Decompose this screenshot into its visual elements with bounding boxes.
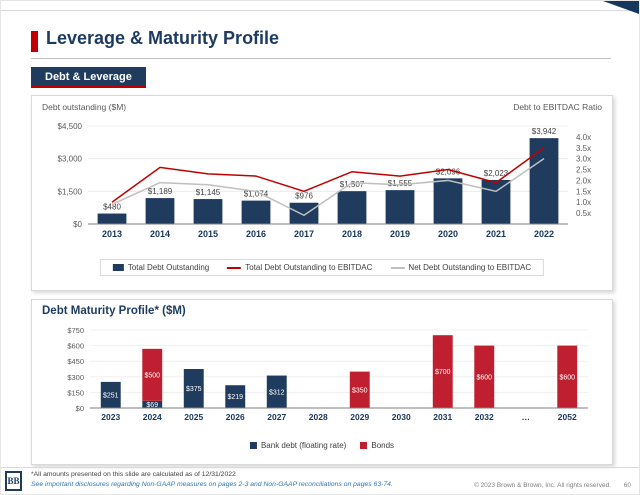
svg-text:$219: $219 [227, 394, 243, 401]
net-ratio-swatch [390, 266, 405, 269]
svg-text:0.5x: 0.5x [576, 209, 591, 218]
svg-text:2032: 2032 [475, 412, 494, 422]
svg-text:2031: 2031 [433, 412, 452, 422]
svg-text:$0: $0 [76, 404, 84, 413]
svg-text:2013: 2013 [102, 229, 122, 239]
svg-text:3.0x: 3.0x [576, 155, 591, 164]
top-divider [1, 10, 639, 11]
svg-text:$300: $300 [67, 373, 84, 382]
svg-text:2026: 2026 [226, 412, 245, 422]
page-number: 60 [623, 482, 631, 489]
svg-text:2028: 2028 [309, 412, 328, 422]
svg-text:2015: 2015 [198, 229, 218, 239]
svg-text:$350: $350 [352, 387, 368, 394]
page-title: Leverage & Maturity Profile [46, 28, 280, 48]
svg-text:$1,145: $1,145 [196, 188, 221, 197]
svg-text:2052: 2052 [558, 412, 577, 422]
legend-item-bank-debt: Bank debt (floating rate) [249, 441, 347, 450]
legend-label: Bonds [371, 441, 395, 450]
total-ratio-swatch [227, 266, 242, 269]
svg-text:$3,000: $3,000 [58, 155, 83, 164]
footer-divider [1, 467, 639, 468]
svg-text:$375: $375 [186, 386, 202, 393]
section-badge-debt-leverage: Debt & Leverage [31, 67, 146, 88]
footnote-non-gaap-disclosure: See important disclosures regarding Non-… [31, 481, 393, 488]
legend-label: Total Debt Outstanding [127, 263, 210, 272]
svg-text:2014: 2014 [150, 229, 170, 239]
svg-text:2023: 2023 [101, 412, 120, 422]
svg-text:$976: $976 [295, 192, 313, 201]
left-axis-caption: Debt outstanding ($M) [42, 102, 127, 112]
brown-brown-logo: BB [5, 471, 22, 491]
svg-text:$600: $600 [476, 374, 492, 381]
footnote-calculated-as-of: *All amounts presented on this slide are… [31, 471, 236, 478]
title-underline [31, 58, 611, 59]
svg-text:2016: 2016 [246, 229, 266, 239]
svg-text:2019: 2019 [390, 229, 410, 239]
svg-text:2.5x: 2.5x [576, 166, 591, 175]
svg-text:$750: $750 [67, 326, 84, 335]
title-accent-bar [31, 31, 38, 52]
svg-text:4.0x: 4.0x [576, 133, 591, 142]
svg-text:$2,096: $2,096 [436, 167, 461, 176]
svg-text:$600: $600 [559, 374, 575, 381]
svg-text:2022: 2022 [534, 229, 554, 239]
debt-maturity-legend: Bank debt (floating rate) Bonds [249, 441, 394, 450]
bonds-swatch [360, 442, 368, 449]
copyright-text: © 2023 Brown & Brown, Inc. All rights re… [473, 482, 611, 489]
total-debt-swatch [112, 264, 124, 271]
debt-maturity-chart-panel: Debt Maturity Profile* ($M) $750 $600 $450… [31, 299, 613, 465]
svg-text:$1,507: $1,507 [340, 180, 365, 189]
svg-text:1.0x: 1.0x [576, 198, 591, 207]
legend-item-bonds: Bonds [360, 441, 394, 450]
svg-text:$251: $251 [103, 392, 119, 399]
svg-text:2021: 2021 [486, 229, 506, 239]
svg-text:1.5x: 1.5x [576, 187, 591, 196]
svg-text:$312: $312 [269, 389, 285, 396]
svg-text:2017: 2017 [294, 229, 314, 239]
svg-text:3.5x: 3.5x [576, 144, 591, 153]
debt-leverage-chart-panel: Debt outstanding ($M) Debt to EBITDAC Ra… [31, 95, 613, 291]
bank-debt-swatch [249, 442, 257, 449]
debt-leverage-chart: $4,500 $3,000 $1,500 $0 4.0x 3.5x 3.0x 2.5x2.0x… [58, 122, 592, 239]
svg-text:$2,023: $2,023 [484, 169, 509, 178]
svg-text:$3,942: $3,942 [532, 127, 557, 136]
legend-label: Bank debt (floating rate) [260, 441, 347, 450]
svg-text:…: … [522, 412, 531, 422]
svg-text:$4,500: $4,500 [58, 122, 83, 131]
svg-text:$700: $700 [435, 369, 451, 376]
svg-text:$150: $150 [67, 388, 84, 397]
svg-text:$1,189: $1,189 [148, 187, 173, 196]
corner-decoration [603, 1, 639, 14]
svg-text:$500: $500 [144, 372, 160, 379]
legend-label: Net Debt Outstanding to EBITDAC [408, 263, 532, 272]
svg-text:2024: 2024 [143, 412, 162, 422]
debt-maturity-chart: $750 $600 $450 $300 $150 $0 $251 2023 $69 $500 202… [67, 326, 588, 422]
svg-text:2029: 2029 [350, 412, 369, 422]
svg-text:$1,074: $1,074 [244, 190, 269, 199]
svg-text:$69: $69 [146, 402, 158, 409]
legend-item-total-ratio: Total Debt Outstanding to EBITDAC [227, 263, 372, 272]
legend-item-net-ratio: Net Debt Outstanding to EBITDAC [390, 263, 531, 272]
svg-text:$600: $600 [67, 342, 84, 351]
svg-text:$0: $0 [73, 220, 82, 229]
right-axis-caption: Debt to EBITDAC Ratio [513, 102, 602, 112]
svg-text:$1,555: $1,555 [388, 179, 413, 188]
debt-leverage-legend: Total Debt Outstanding Total Debt Outsta… [99, 259, 545, 276]
svg-text:2030: 2030 [392, 412, 411, 422]
svg-text:2027: 2027 [267, 412, 286, 422]
svg-text:$1,500: $1,500 [58, 187, 83, 196]
svg-text:2018: 2018 [342, 229, 362, 239]
svg-text:$450: $450 [67, 357, 84, 366]
svg-text:2025: 2025 [184, 412, 203, 422]
svg-text:$480: $480 [103, 203, 121, 212]
legend-item-total-debt: Total Debt Outstanding [112, 263, 210, 272]
svg-text:2.0x: 2.0x [576, 176, 591, 185]
debt-maturity-title: Debt Maturity Profile* ($M) [42, 305, 186, 317]
svg-text:2020: 2020 [438, 229, 458, 239]
legend-label: Total Debt Outstanding to EBITDAC [245, 263, 373, 272]
